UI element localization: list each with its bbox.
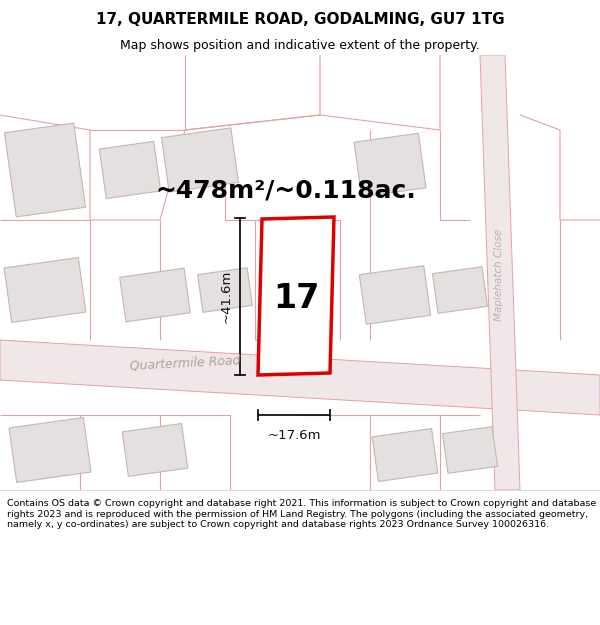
Polygon shape bbox=[442, 427, 497, 473]
Polygon shape bbox=[433, 267, 488, 313]
Text: Contains OS data © Crown copyright and database right 2021. This information is : Contains OS data © Crown copyright and d… bbox=[7, 499, 596, 529]
Text: Maplehatch Close: Maplehatch Close bbox=[494, 229, 504, 321]
Polygon shape bbox=[99, 141, 161, 199]
Polygon shape bbox=[372, 429, 438, 481]
Polygon shape bbox=[119, 268, 190, 322]
Polygon shape bbox=[122, 424, 188, 476]
Polygon shape bbox=[0, 340, 600, 415]
Polygon shape bbox=[161, 128, 238, 192]
Text: Map shows position and indicative extent of the property.: Map shows position and indicative extent… bbox=[120, 39, 480, 52]
Polygon shape bbox=[4, 258, 86, 322]
Text: Quartermile Road: Quartermile Road bbox=[129, 354, 241, 372]
Text: 17: 17 bbox=[273, 281, 319, 314]
Polygon shape bbox=[480, 55, 520, 490]
Polygon shape bbox=[9, 418, 91, 482]
Text: ~41.6m: ~41.6m bbox=[220, 270, 233, 323]
Text: ~478m²/~0.118ac.: ~478m²/~0.118ac. bbox=[155, 178, 416, 202]
Polygon shape bbox=[4, 123, 86, 217]
Text: 17, QUARTERMILE ROAD, GODALMING, GU7 1TG: 17, QUARTERMILE ROAD, GODALMING, GU7 1TG bbox=[95, 12, 505, 27]
Polygon shape bbox=[197, 268, 253, 312]
Polygon shape bbox=[354, 133, 426, 197]
Polygon shape bbox=[258, 217, 334, 375]
Polygon shape bbox=[359, 266, 431, 324]
Text: ~17.6m: ~17.6m bbox=[267, 429, 321, 442]
